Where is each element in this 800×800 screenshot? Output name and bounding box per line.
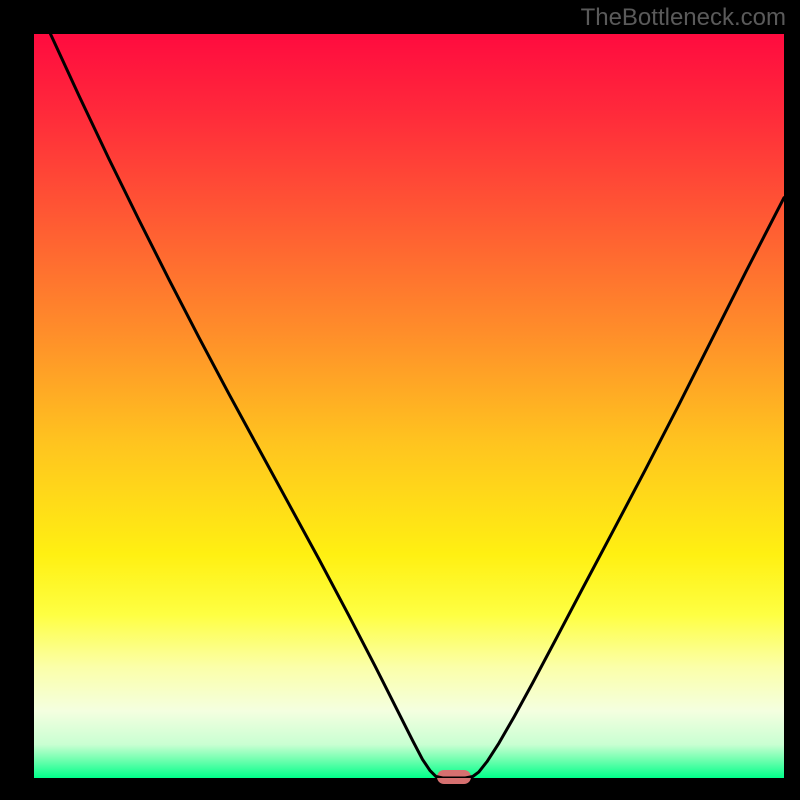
chart-container: TheBottleneck.com [0,0,800,800]
curve-svg [34,34,784,778]
bottleneck-curve [51,34,785,778]
watermark-text: TheBottleneck.com [581,4,786,32]
plot-area [34,34,784,778]
